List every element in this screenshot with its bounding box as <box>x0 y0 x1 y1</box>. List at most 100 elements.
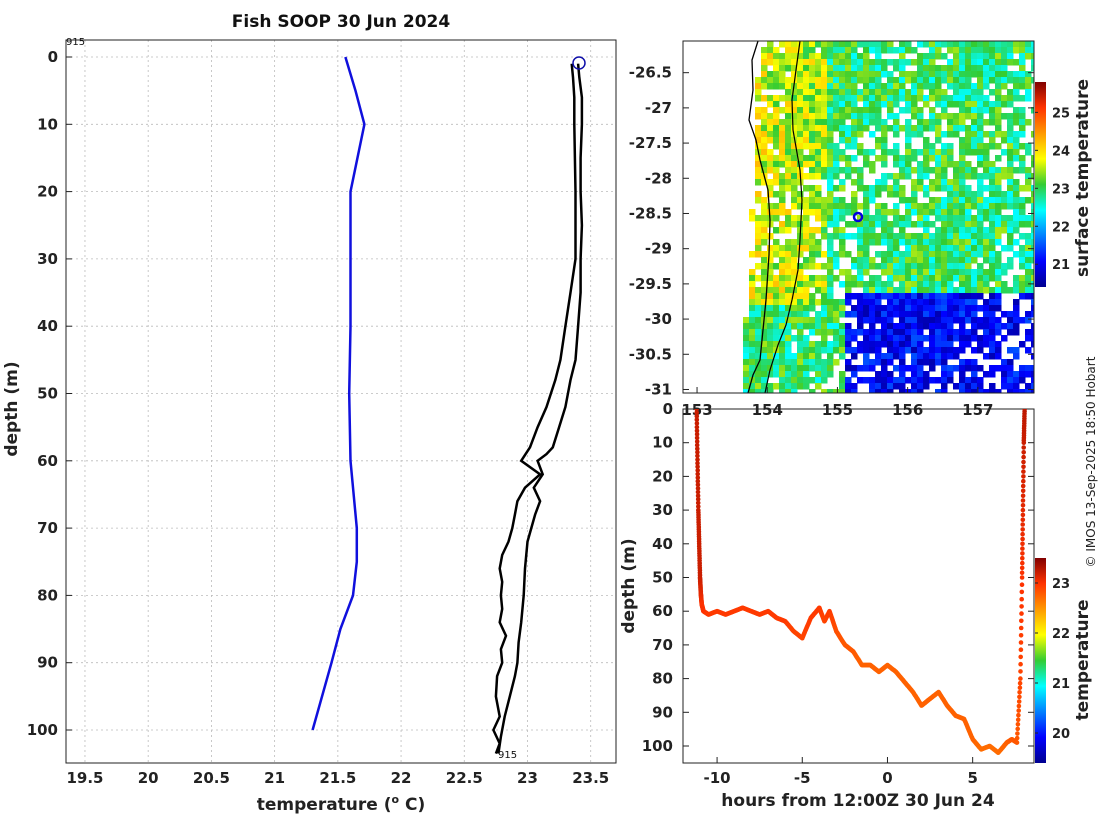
sst-pixel <box>899 185 906 192</box>
sst-pixel <box>971 113 978 120</box>
sst-pixel <box>779 329 786 336</box>
depth-time-point <box>1022 409 1027 412</box>
sst-pixel <box>1031 341 1034 348</box>
sst-pixel <box>881 317 888 324</box>
sst-pixel <box>803 41 810 48</box>
sst-pixel <box>941 221 948 228</box>
sst-pixel <box>875 215 882 222</box>
sst-pixel <box>779 221 786 228</box>
sst-pixel <box>881 83 888 90</box>
sst-pixel <box>827 293 834 300</box>
sst-pixel <box>869 299 876 306</box>
sst-pixel <box>983 245 990 252</box>
sst-pixel <box>905 221 912 228</box>
sst-pixel <box>761 125 768 132</box>
sst-pixel <box>923 119 930 126</box>
sst-pixel <box>875 143 882 150</box>
sst-pixel <box>785 299 792 306</box>
sst-pixel <box>905 173 912 180</box>
sst-pixel <box>851 281 858 288</box>
sst-pixel <box>821 107 828 114</box>
sst-pixel <box>773 77 780 84</box>
sst-pixel <box>917 377 924 384</box>
sst-pixel <box>995 269 1002 276</box>
depth-time-point <box>1019 589 1025 595</box>
sst-pixel <box>941 299 948 306</box>
sst-pixel <box>839 65 846 72</box>
sst-pixel <box>767 335 774 342</box>
sst-pixel <box>809 341 816 348</box>
sst-pixel <box>833 101 840 108</box>
sst-pixel <box>839 155 846 162</box>
sst-pixel <box>857 311 864 318</box>
sst-pixel <box>1013 317 1020 324</box>
sst-pixel <box>935 335 942 342</box>
sst-pixel <box>953 311 960 318</box>
sst-pixel <box>941 227 948 234</box>
sst-pixel <box>773 161 780 168</box>
sst-pixel <box>821 275 828 282</box>
depth-time-point <box>1014 735 1020 741</box>
sst-pixel <box>989 41 996 48</box>
sst-pixel <box>899 347 906 354</box>
sst-pixel <box>857 305 864 312</box>
sst-pixel <box>1001 41 1008 48</box>
depth-time-y-tick: 50 <box>652 569 673 587</box>
sst-pixel <box>773 173 780 180</box>
sst-pixel <box>929 323 936 330</box>
sst-pixel <box>839 107 846 114</box>
sst-pixel <box>761 71 768 78</box>
sst-pixel <box>953 173 960 180</box>
sst-pixel <box>935 299 942 306</box>
sst-pixel <box>755 95 762 102</box>
sst-pixel <box>749 323 756 330</box>
sst-pixel <box>803 299 810 306</box>
sst-pixel <box>809 257 816 264</box>
sst-pixel <box>1001 377 1008 384</box>
sst-pixel <box>845 329 852 336</box>
sst-pixel <box>821 251 828 258</box>
sst-pixel <box>749 305 756 312</box>
sst-pixel <box>953 125 960 132</box>
sst-pixel <box>827 359 834 366</box>
sst-pixel <box>1019 257 1026 264</box>
map-y-ticks: -26.5-27-27.5-28-28.5-29-29.5-30-30.5-31 <box>629 64 1034 398</box>
sst-pixel <box>821 365 828 372</box>
sst-pixel <box>977 215 984 222</box>
sst-pixel <box>767 119 774 126</box>
sst-pixel <box>905 389 912 393</box>
sst-pixel <box>911 263 918 270</box>
sst-pixel <box>941 311 948 318</box>
sst-pixel <box>779 359 786 366</box>
sst-pixel <box>941 215 948 222</box>
sst-pixel <box>953 197 960 204</box>
sst-pixel <box>869 305 876 312</box>
sst-pixel <box>1013 371 1020 378</box>
sst-pixel <box>875 71 882 78</box>
sst-pixel <box>773 335 780 342</box>
sst-pixel <box>989 119 996 126</box>
sst-pixel <box>965 131 972 138</box>
sst-pixel <box>941 143 948 150</box>
sst-pixel <box>971 245 978 252</box>
sst-pixel <box>761 137 768 144</box>
sst-pixel <box>947 149 954 156</box>
sst-pixel <box>797 119 804 126</box>
sst-pixel <box>833 185 840 192</box>
sst-pixel <box>869 365 876 372</box>
sst-pixel <box>785 245 792 252</box>
sst-pixel <box>863 239 870 246</box>
sst-pixel <box>833 143 840 150</box>
sst-pixel <box>1019 341 1026 348</box>
sst-pixel <box>827 149 834 156</box>
sst-pixel <box>923 227 930 234</box>
sst-pixel <box>869 287 876 294</box>
sst-pixel <box>845 113 852 120</box>
sst-pixel <box>947 305 954 312</box>
sst-pixel <box>953 209 960 216</box>
depth-time-point <box>695 471 700 477</box>
sst-pixel <box>1031 311 1034 318</box>
sst-pixel <box>827 125 834 132</box>
sst-pixel <box>911 77 918 84</box>
sst-pixel <box>761 365 768 372</box>
